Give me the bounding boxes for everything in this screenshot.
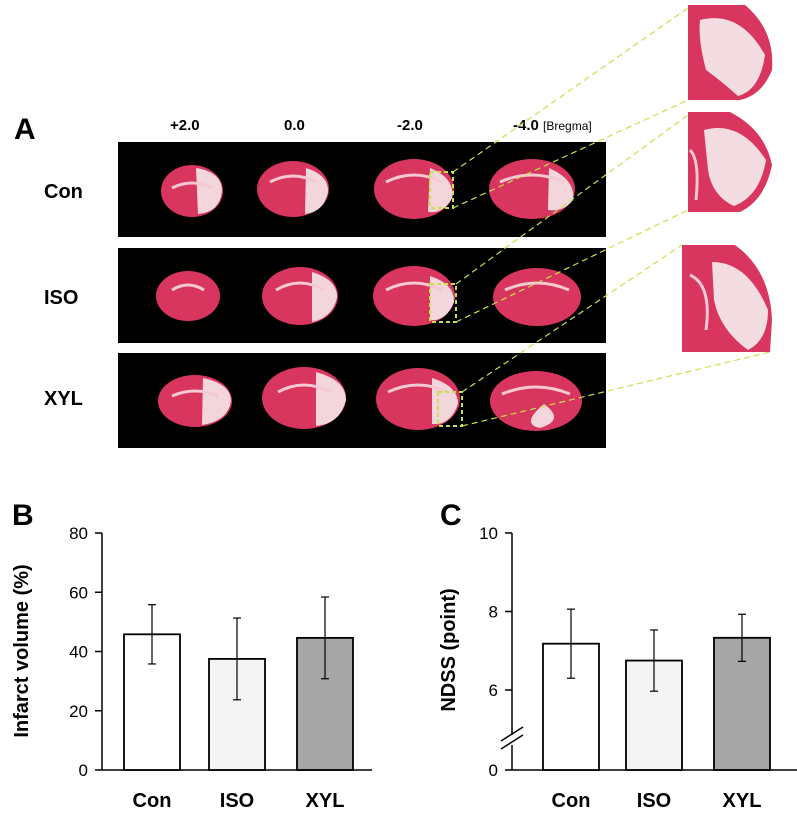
brain-slice-iso-2	[262, 267, 338, 325]
zoom-connector-lines	[452, 7, 771, 427]
chart-c-y-label: NDSS (point)	[438, 588, 460, 711]
brain-slice-con-2	[257, 161, 329, 217]
chartC-y-tick-label: 0	[489, 761, 498, 780]
brain-slice-iso-4	[493, 268, 581, 326]
panel-c-letter: C	[440, 499, 462, 532]
brain-slice-con-1	[161, 165, 223, 217]
zoom-box-con	[429, 171, 454, 209]
chartB-y-tick-label: 20	[69, 702, 88, 721]
axis-break-mark-1	[500, 726, 524, 742]
brain-slice-iso-3	[373, 266, 455, 326]
zoom-box-xyl	[437, 391, 463, 427]
chart-c: C NDSS (point) 0 6 8 10 Con ISO XYL	[438, 499, 797, 812]
bregma-label-4: -4.0 [Bregma]	[513, 117, 592, 134]
brain-slice-con-4	[489, 159, 575, 219]
chart-b-y-label: Infarct volume (%)	[11, 564, 33, 737]
chartC-y-tick-label: 6	[489, 681, 498, 700]
bregma-label-3: -2.0	[397, 117, 423, 134]
chartC-x-label-xyl: XYL	[723, 790, 762, 812]
chartB-x-label-xyl: XYL	[306, 790, 345, 812]
zoom-box-iso	[429, 283, 457, 323]
row-label-con: Con	[44, 181, 83, 203]
bregma-label-1: +2.0	[170, 117, 200, 134]
chartC-x-label-iso: ISO	[637, 790, 671, 812]
chartB-y-tick-label: 80	[69, 524, 88, 543]
chart-b: B Infarct volume (%) 0 20 40 60 80 Con ISO XYL	[11, 499, 372, 812]
brain-slices-iso	[156, 266, 581, 326]
panel-a-letter: A	[14, 113, 36, 146]
chartC-y-tick-label: 8	[489, 603, 498, 622]
axis-break-mark-2	[500, 734, 524, 750]
zoom-inset-con	[688, 5, 773, 100]
bregma-label-4-value: -4.0	[513, 117, 539, 134]
zoom-inset-iso	[688, 112, 772, 212]
brain-slices-xyl	[158, 367, 582, 431]
chartC-y-tick-label: 10	[479, 524, 498, 543]
chartB-y-tick-label: 0	[79, 761, 88, 780]
row-label-xyl: XYL	[44, 388, 83, 410]
brain-slice-con-3	[374, 159, 454, 219]
brain-slices-con	[161, 159, 575, 219]
brain-slice-xyl-1	[158, 375, 232, 427]
brain-slice-xyl-4	[490, 371, 582, 431]
bregma-label-2: 0.0	[284, 117, 305, 134]
chartC-x-label-con: Con	[552, 790, 591, 812]
brain-slice-xyl-3	[376, 368, 460, 430]
chartB-x-label-con: Con	[133, 790, 172, 812]
row-label-iso: ISO	[44, 287, 79, 309]
zoom-inset-xyl	[682, 245, 772, 352]
chartB-x-label-iso: ISO	[220, 790, 254, 812]
brain-slice-xyl-2	[262, 367, 346, 429]
bregma-unit: [Bregma]	[543, 119, 592, 133]
panel-b-letter: B	[12, 499, 34, 532]
chartB-y-tick-label: 40	[69, 643, 88, 662]
chartB-y-tick-label: 60	[69, 583, 88, 602]
brain-slice-iso-1	[156, 271, 220, 321]
